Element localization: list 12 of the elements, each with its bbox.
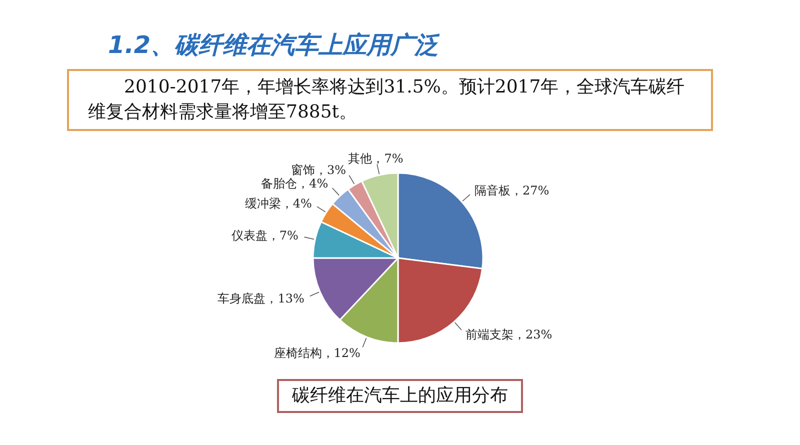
slice-label: 隔音板，27%	[474, 184, 550, 198]
slice-label: 前端支架，23%	[465, 328, 552, 342]
slice-label: 车身底盘，13%	[218, 292, 304, 306]
text: 碳纤维在汽车上的应用分布	[291, 385, 508, 406]
slice-label: 窗饰，3%	[291, 163, 346, 178]
chart-title: 1.2、碳纤维在汽车上应用广泛	[108, 31, 441, 59]
slice-label: 备胎仓，4%	[261, 176, 328, 191]
slice-label: 其他，7%	[348, 151, 404, 166]
slice-label: 仪表盘，7%	[231, 228, 298, 243]
slice-label: 缓冲梁，4%	[244, 196, 312, 210]
chart-subtitle: 2010-2017年，年增长率将达到31.5%。预计2017年，全球汽车碳纤维复合材料需求量将增至7885t。	[88, 76, 685, 122]
slice-label: 座椅结构，12%	[274, 346, 360, 360]
